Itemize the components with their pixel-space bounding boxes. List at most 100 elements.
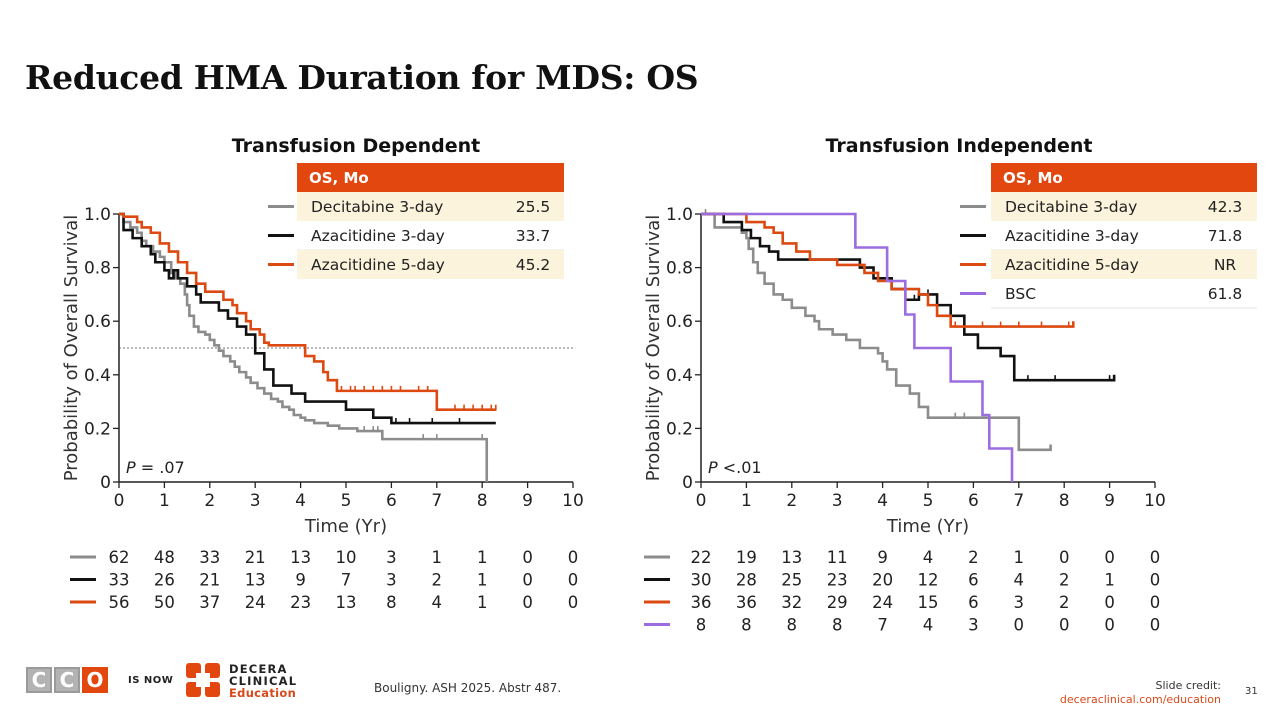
number-at-risk: 0 xyxy=(568,571,579,590)
legend-os-value: 45.2 xyxy=(516,256,551,274)
legend-row-bg xyxy=(991,250,1257,279)
number-at-risk: 0 xyxy=(522,548,533,567)
number-at-risk: 1 xyxy=(1014,548,1025,567)
legend-series-name: BSC xyxy=(1005,285,1036,303)
legend-os-value: NR xyxy=(1214,256,1237,274)
number-at-risk: 23 xyxy=(827,571,848,590)
credit-url[interactable]: deceraclinical.com/education xyxy=(1059,693,1221,706)
number-at-risk: 33 xyxy=(199,548,220,567)
y-tick-label: 0.2 xyxy=(84,419,111,439)
survival-curve-black xyxy=(119,212,496,425)
number-at-risk: 24 xyxy=(872,593,893,612)
number-at-risk: 36 xyxy=(691,593,712,612)
x-tick-label: 7 xyxy=(1013,491,1024,511)
legend-os-value: 33.7 xyxy=(516,227,551,245)
survival-curve-gray xyxy=(119,212,489,482)
x-tick-label: 9 xyxy=(522,491,533,511)
number-at-risk: 36 xyxy=(736,593,757,612)
legend-series-name: Decitabine 3-day xyxy=(1005,198,1137,216)
number-at-risk: 9 xyxy=(877,548,888,567)
x-tick-label: 1 xyxy=(741,491,752,511)
number-at-risk: 2 xyxy=(432,571,443,590)
chart-title: Transfusion Independent xyxy=(826,135,1093,157)
number-at-risk: 0 xyxy=(522,571,533,590)
x-axis-label: Time (Yr) xyxy=(304,516,387,537)
y-tick-label: 0.8 xyxy=(84,259,111,279)
number-at-risk: 4 xyxy=(1014,571,1025,590)
p-value-symbol: P xyxy=(708,458,718,477)
number-at-risk: 22 xyxy=(691,548,712,567)
p-value-text: = .07 xyxy=(136,458,185,477)
slide-title: Reduced HMA Duration for MDS: OS xyxy=(25,58,699,97)
x-tick-label: 2 xyxy=(204,491,215,511)
legend-os-value: 61.8 xyxy=(1208,285,1243,303)
x-tick-label: 9 xyxy=(1104,491,1115,511)
number-at-risk: 1 xyxy=(432,548,443,567)
x-axis-label: Time (Yr) xyxy=(886,516,969,537)
number-at-risk: 33 xyxy=(109,571,130,590)
cco-logo-letter: C xyxy=(26,667,52,693)
number-at-risk: 1 xyxy=(1104,571,1115,590)
cco-logo-letter: C xyxy=(54,667,80,693)
number-at-risk: 3 xyxy=(386,571,397,590)
legend-os-value: 25.5 xyxy=(516,198,551,216)
number-at-risk: 10 xyxy=(336,548,357,567)
number-at-risk: 21 xyxy=(199,571,220,590)
decera-logo-icon xyxy=(186,663,220,697)
y-tick-label: 0.6 xyxy=(666,312,693,332)
y-tick-label: 1.0 xyxy=(666,205,693,225)
number-at-risk: 0 xyxy=(1150,548,1161,567)
number-at-risk: 12 xyxy=(918,571,939,590)
number-at-risk: 8 xyxy=(386,593,397,612)
x-tick-label: 10 xyxy=(562,491,584,511)
number-at-risk: 50 xyxy=(154,593,175,612)
y-tick-label: 0 xyxy=(100,473,111,493)
y-tick-label: 0.6 xyxy=(84,312,111,332)
number-at-risk: 0 xyxy=(1150,593,1161,612)
x-tick-label: 6 xyxy=(968,491,979,511)
is-now-label: IS NOW xyxy=(128,675,174,686)
page-number: 31 xyxy=(1245,686,1258,697)
number-at-risk: 0 xyxy=(522,593,533,612)
y-axis-label: Probability of Overall Survival xyxy=(643,215,664,482)
number-at-risk: 8 xyxy=(696,616,707,635)
decera-wordmark: DECERA CLINICAL Education xyxy=(229,663,297,699)
legend-row-bg xyxy=(297,250,564,279)
number-at-risk: 2 xyxy=(1059,571,1070,590)
number-at-risk: 3 xyxy=(386,548,397,567)
number-at-risk: 11 xyxy=(827,548,848,567)
y-tick-label: 0.4 xyxy=(666,366,693,386)
number-at-risk: 15 xyxy=(918,593,939,612)
x-tick-label: 3 xyxy=(250,491,261,511)
number-at-risk: 62 xyxy=(109,548,130,567)
legend-os-value: 71.8 xyxy=(1208,227,1243,245)
number-at-risk: 0 xyxy=(1104,593,1115,612)
number-at-risk: 6 xyxy=(968,571,979,590)
number-at-risk: 0 xyxy=(1014,616,1025,635)
number-at-risk: 1 xyxy=(477,593,488,612)
legend-series-name: Azacitidine 5-day xyxy=(1005,256,1139,274)
number-at-risk: 1 xyxy=(477,571,488,590)
number-at-risk: 0 xyxy=(568,593,579,612)
legend-header: OS, Mo xyxy=(309,169,369,187)
number-at-risk: 30 xyxy=(691,571,712,590)
number-at-risk: 23 xyxy=(290,593,311,612)
legend-series-name: Azacitidine 3-day xyxy=(1005,227,1139,245)
number-at-risk: 24 xyxy=(245,593,266,612)
number-at-risk: 4 xyxy=(923,616,934,635)
number-at-risk: 3 xyxy=(968,616,979,635)
number-at-risk: 56 xyxy=(109,593,130,612)
y-axis-label: Probability of Overall Survival xyxy=(61,215,82,482)
survival-curve-orange xyxy=(119,212,496,411)
number-at-risk: 13 xyxy=(245,571,266,590)
number-at-risk: 8 xyxy=(832,616,843,635)
number-at-risk: 29 xyxy=(827,593,848,612)
number-at-risk: 8 xyxy=(787,616,798,635)
number-at-risk: 32 xyxy=(781,593,802,612)
survival-curve-black xyxy=(701,212,1116,382)
decera-line3: Education xyxy=(229,686,297,700)
number-at-risk: 13 xyxy=(781,548,802,567)
